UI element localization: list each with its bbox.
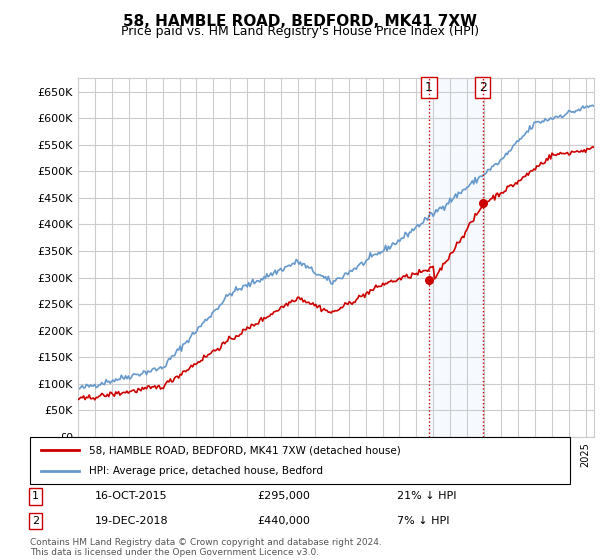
Point — [478, 199, 487, 208]
Text: 58, HAMBLE ROAD, BEDFORD, MK41 7XW (detached house): 58, HAMBLE ROAD, BEDFORD, MK41 7XW (deta… — [89, 445, 401, 455]
Point — [424, 276, 434, 284]
Text: £295,000: £295,000 — [257, 491, 310, 501]
Text: 7% ↓ HPI: 7% ↓ HPI — [397, 516, 450, 526]
FancyBboxPatch shape — [30, 437, 570, 484]
Text: 16-OCT-2015: 16-OCT-2015 — [95, 491, 167, 501]
Text: 19-DEC-2018: 19-DEC-2018 — [95, 516, 169, 526]
Text: 2: 2 — [479, 81, 487, 94]
Text: Price paid vs. HM Land Registry's House Price Index (HPI): Price paid vs. HM Land Registry's House … — [121, 25, 479, 38]
Text: £440,000: £440,000 — [257, 516, 310, 526]
Text: Contains HM Land Registry data © Crown copyright and database right 2024.
This d: Contains HM Land Registry data © Crown c… — [30, 538, 382, 557]
Text: 1: 1 — [425, 81, 433, 94]
Text: HPI: Average price, detached house, Bedford: HPI: Average price, detached house, Bedf… — [89, 466, 323, 476]
Text: 1: 1 — [32, 491, 39, 501]
Text: 2: 2 — [32, 516, 39, 526]
Text: 21% ↓ HPI: 21% ↓ HPI — [397, 491, 457, 501]
Text: 58, HAMBLE ROAD, BEDFORD, MK41 7XW: 58, HAMBLE ROAD, BEDFORD, MK41 7XW — [123, 14, 477, 29]
Bar — [429, 78, 482, 437]
